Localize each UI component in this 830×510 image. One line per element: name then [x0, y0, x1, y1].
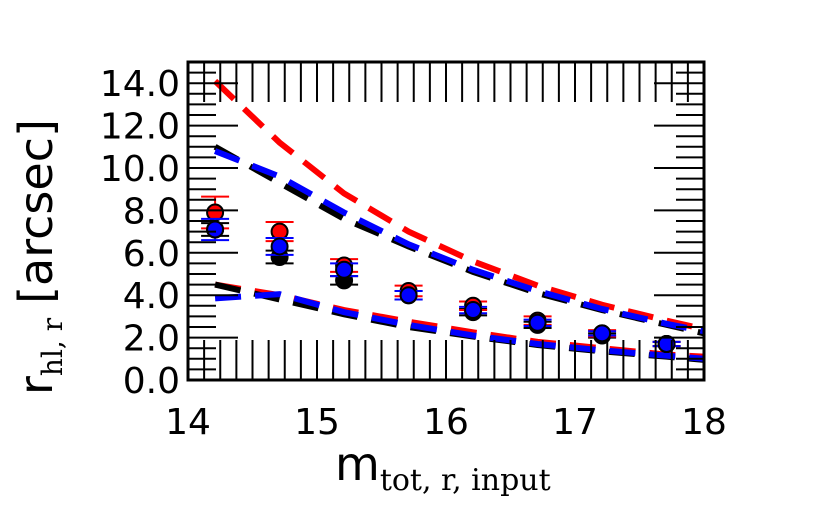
data-point-blue — [330, 260, 359, 279]
y-axis-label-sub: hl, r — [36, 317, 69, 376]
x-tick-label: 16 — [423, 402, 469, 443]
dashed-line-blue-lower — [214, 291, 704, 362]
y-tick-label: 4.0 — [123, 276, 180, 317]
y-tick-label: 10.0 — [100, 149, 180, 190]
data-point-blue — [523, 313, 552, 332]
y-axis-label-unit: [arcsec] — [9, 119, 63, 304]
marker-blue — [399, 286, 418, 305]
marker-blue — [335, 260, 354, 279]
marker-blue — [593, 324, 612, 343]
marker-blue — [464, 301, 483, 320]
x-tick-labels: 14 15 16 17 18 — [165, 402, 727, 443]
y-tick-label: 8.0 — [123, 191, 180, 232]
plot-frame — [186, 60, 706, 382]
dashed-line-red-upper — [213, 78, 704, 333]
dashed-line-blue-upper — [213, 148, 704, 335]
x-axis-label-main: m — [335, 437, 380, 491]
data-point-red — [265, 221, 294, 243]
x-tick-label: 15 — [294, 402, 340, 443]
dashed-line-black-upper — [213, 144, 704, 337]
data-point-blue — [394, 286, 423, 305]
y-tick-labels: 0.0 2.0 4.0 6.0 8.0 10.0 12.0 14.0 — [100, 64, 180, 402]
marker-blue — [657, 334, 676, 353]
data-point-blue — [588, 324, 617, 343]
plot-area — [201, 78, 704, 363]
y-axis-label: rhl, r [arcsec] — [9, 119, 69, 395]
x-axis-label: mtot, r, input — [335, 437, 551, 498]
data-point-blue — [459, 301, 488, 320]
dashed-line-red-lower — [214, 281, 704, 360]
data-point-blue — [652, 334, 681, 353]
data-point-blue — [201, 217, 230, 242]
x-tick-label: 18 — [681, 402, 727, 443]
y-tick-label: 14.0 — [100, 64, 180, 105]
x-tick-label: 14 — [165, 402, 211, 443]
y-axis-label-main: r — [9, 376, 63, 395]
axis-ticks — [187, 61, 705, 381]
data-point-blue — [265, 236, 294, 256]
marker-blue — [206, 220, 225, 239]
y-tick-label: 2.0 — [123, 319, 180, 360]
marker-blue — [528, 313, 547, 332]
y-tick-label: 0.0 — [123, 361, 180, 402]
y-tick-label: 12.0 — [100, 107, 180, 148]
x-tick-label: 17 — [552, 402, 598, 443]
y-tick-label: 6.0 — [123, 234, 180, 275]
x-axis-label-sub: tot, r, input — [380, 463, 551, 498]
marker-blue — [270, 237, 289, 256]
